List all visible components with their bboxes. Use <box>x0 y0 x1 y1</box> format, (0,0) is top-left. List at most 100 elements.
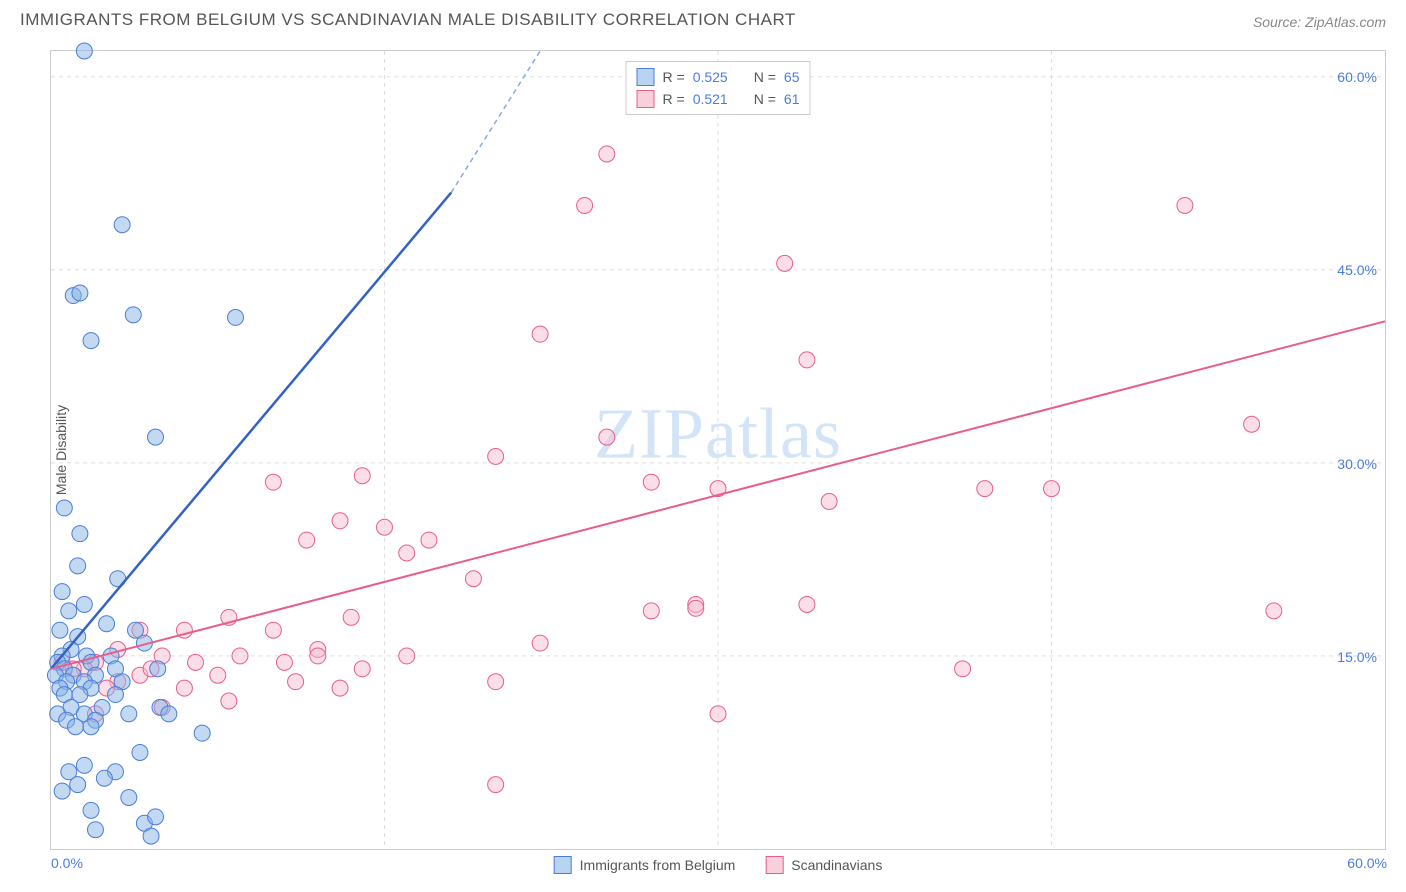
data-point <box>421 532 437 548</box>
data-point <box>977 481 993 497</box>
data-point <box>354 661 370 677</box>
data-point <box>70 777 86 793</box>
data-point <box>599 429 615 445</box>
data-point <box>221 693 237 709</box>
data-point <box>228 309 244 325</box>
data-point <box>465 571 481 587</box>
data-point <box>332 680 348 696</box>
data-point <box>599 146 615 162</box>
data-point <box>532 326 548 342</box>
data-point <box>343 609 359 625</box>
data-point <box>143 828 159 844</box>
data-point <box>710 706 726 722</box>
data-point <box>488 448 504 464</box>
data-point <box>121 706 137 722</box>
legend-series-label: Immigrants from Belgium <box>580 857 736 873</box>
data-point <box>265 474 281 490</box>
data-point <box>643 603 659 619</box>
data-point <box>176 680 192 696</box>
y-tick-label: 60.0% <box>1337 69 1377 85</box>
data-point <box>821 494 837 510</box>
data-point <box>76 757 92 773</box>
data-point <box>1244 416 1260 432</box>
data-point <box>76 43 92 59</box>
legend-swatch-icon <box>637 90 655 108</box>
data-point <box>161 706 177 722</box>
data-point <box>125 307 141 323</box>
plot-svg <box>51 51 1385 849</box>
data-point <box>265 622 281 638</box>
stat-r-label: R = <box>663 69 685 85</box>
data-point <box>56 500 72 516</box>
data-point <box>1044 481 1060 497</box>
legend-series-label: Scandinavians <box>791 857 882 873</box>
stat-r-label: R = <box>663 91 685 107</box>
data-point <box>210 667 226 683</box>
data-point <box>121 790 137 806</box>
data-point <box>96 770 112 786</box>
data-point <box>399 648 415 664</box>
data-point <box>194 725 210 741</box>
data-point <box>799 352 815 368</box>
y-tick-label: 45.0% <box>1337 262 1377 278</box>
data-point <box>232 648 248 664</box>
data-point <box>107 687 123 703</box>
data-point <box>577 197 593 213</box>
legend-swatch-icon <box>554 856 572 874</box>
series-legend: Immigrants from Belgium Scandinavians <box>554 856 883 874</box>
scatter-chart: Male Disability ZIPatlas 15.0%30.0%45.0%… <box>50 50 1386 850</box>
data-point <box>150 661 166 677</box>
legend-series-item: Immigrants from Belgium <box>554 856 736 874</box>
stat-n-value: 61 <box>784 91 800 107</box>
data-point <box>354 468 370 484</box>
data-point <box>72 526 88 542</box>
data-point <box>643 474 659 490</box>
legend-swatch-icon <box>765 856 783 874</box>
data-point <box>132 744 148 760</box>
data-point <box>148 809 164 825</box>
data-point <box>488 777 504 793</box>
data-point <box>1266 603 1282 619</box>
data-point <box>488 674 504 690</box>
data-point <box>76 596 92 612</box>
legend-stat-row: R = 0.521 N = 61 <box>637 88 800 110</box>
data-point <box>1177 197 1193 213</box>
data-point <box>276 654 292 670</box>
data-point <box>83 719 99 735</box>
data-point <box>288 674 304 690</box>
legend-stat-row: R = 0.525 N = 65 <box>637 66 800 88</box>
data-point <box>148 429 164 445</box>
data-point <box>332 513 348 529</box>
legend-series-item: Scandinavians <box>765 856 882 874</box>
stat-n-label: N = <box>754 91 776 107</box>
data-point <box>688 600 704 616</box>
data-point <box>54 584 70 600</box>
data-point <box>377 519 393 535</box>
data-point <box>83 333 99 349</box>
data-point <box>955 661 971 677</box>
data-point <box>70 558 86 574</box>
data-point <box>299 532 315 548</box>
y-tick-label: 30.0% <box>1337 456 1377 472</box>
x-tick-label: 60.0% <box>1347 855 1387 871</box>
data-point <box>72 285 88 301</box>
x-tick-label: 0.0% <box>51 855 83 871</box>
data-point <box>61 603 77 619</box>
data-point <box>87 822 103 838</box>
data-point <box>310 648 326 664</box>
data-point <box>532 635 548 651</box>
chart-header: IMMIGRANTS FROM BELGIUM VS SCANDINAVIAN … <box>0 0 1406 38</box>
data-point <box>54 783 70 799</box>
data-point <box>83 802 99 818</box>
data-point <box>67 719 83 735</box>
stat-n-value: 65 <box>784 69 800 85</box>
data-point <box>399 545 415 561</box>
stat-n-label: N = <box>754 69 776 85</box>
data-point <box>52 622 68 638</box>
trend-line-blue-dash <box>451 51 540 193</box>
data-point <box>777 255 793 271</box>
data-point <box>188 654 204 670</box>
data-point <box>99 616 115 632</box>
stat-r-value: 0.525 <box>693 69 728 85</box>
data-point <box>799 596 815 612</box>
